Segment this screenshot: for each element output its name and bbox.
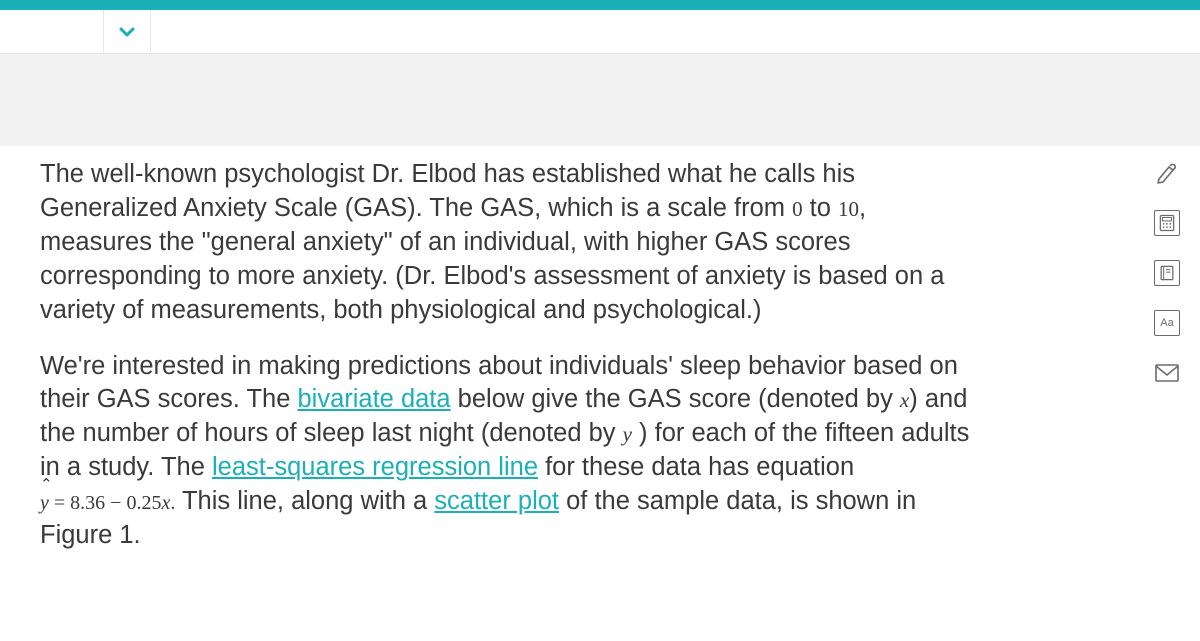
var-x: x — [900, 388, 909, 412]
hat-symbol: ⌃ — [40, 478, 49, 493]
envelope-icon — [1153, 362, 1181, 384]
link-bivariate-data[interactable]: bivariate data — [297, 385, 450, 413]
calculator-tool-button[interactable] — [1152, 208, 1182, 238]
link-least-squares-regression-line[interactable]: least-squares regression line — [212, 453, 538, 481]
link-scatter-plot[interactable]: scatter plot — [434, 487, 559, 515]
right-tool-rail: Aa — [1150, 158, 1184, 388]
message-tool-button[interactable] — [1152, 358, 1182, 388]
text-size-icon: Aa — [1154, 310, 1180, 336]
eqn-period: . — [170, 492, 175, 514]
paragraph-1: The well-known psychologist Dr. Elbod ha… — [40, 158, 975, 328]
eqn-rest: = 8.36 − 0.25 — [49, 492, 162, 514]
paragraph-2: We're interested in making predictions a… — [40, 350, 975, 553]
p1-zero: 0 — [792, 197, 803, 221]
y-hat: ⌃y — [40, 490, 49, 517]
var-y: y — [623, 422, 632, 446]
dictionary-tool-button[interactable] — [1152, 258, 1182, 288]
toolbar-strip — [0, 10, 1200, 54]
p2-text-5: for these data has equation — [538, 453, 854, 481]
p1-text-2: to — [803, 194, 838, 222]
p2-text-2: below give the GAS score (denoted by — [451, 385, 900, 413]
eqn-x: x — [161, 492, 170, 514]
highlight-tool-button[interactable] — [1152, 158, 1182, 188]
question-content: The well-known psychologist Dr. Elbod ha… — [40, 158, 975, 575]
highlighter-icon — [1153, 159, 1181, 187]
chevron-down-icon — [117, 22, 137, 42]
header-grey-band — [0, 54, 1200, 146]
dictionary-icon — [1154, 260, 1180, 286]
p1-text-1: The well-known psychologist Dr. Elbod ha… — [40, 160, 855, 222]
regression-equation: ⌃y = 8.36 − 0.25x. — [40, 490, 175, 517]
text-size-tool-button[interactable]: Aa — [1152, 308, 1182, 338]
p1-ten: 10 — [838, 197, 859, 221]
nav-dropdown-button[interactable] — [103, 10, 151, 54]
accent-topbar — [0, 0, 1200, 10]
p2-text-6: This line, along with a — [175, 487, 434, 515]
calculator-icon — [1154, 210, 1180, 236]
eqn-y: y — [40, 492, 49, 514]
